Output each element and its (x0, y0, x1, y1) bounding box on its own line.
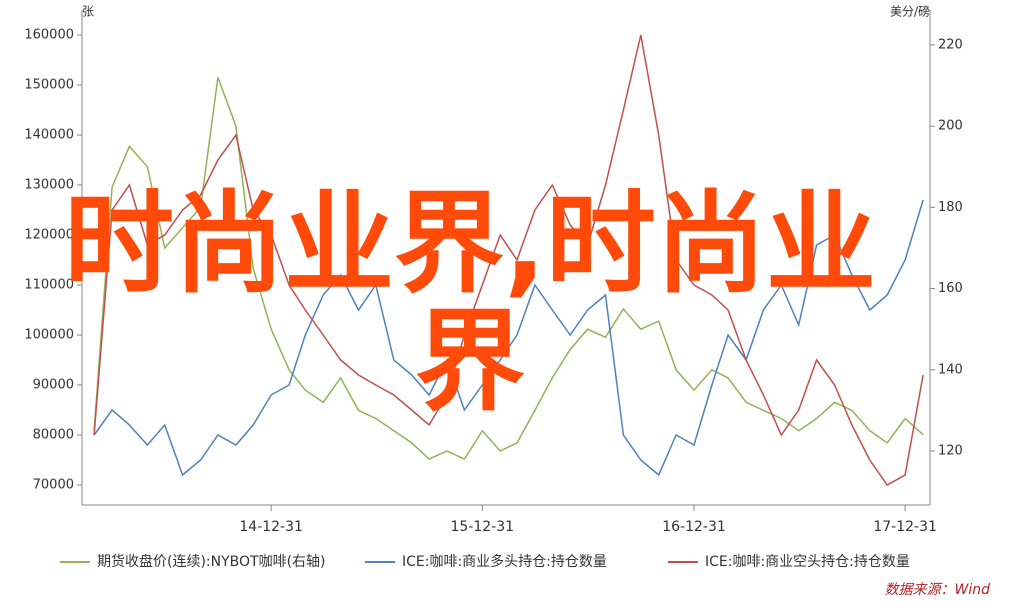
y2-tick-label: 120 (938, 443, 963, 458)
y2-axis-label: 美分/磅 (890, 4, 930, 19)
y-tick-label: 100000 (24, 328, 74, 343)
series-line (93, 77, 924, 461)
x-tick-label: 14-12-31 (239, 519, 303, 535)
x-tick-label: 16-12-31 (662, 519, 726, 535)
watermark: 时尚业界,时尚业界 (64, 180, 876, 426)
x-tick-label: 17-12-31 (873, 519, 937, 535)
legend-label: 期货收盘价(连续):NYBOT咖啡(右轴) (97, 553, 326, 570)
legend-label: ICE:咖啡:商业多头持仓:持仓数量 (402, 553, 607, 570)
y-tick-label: 160000 (24, 28, 74, 43)
y2-tick-label: 140 (938, 362, 963, 377)
y-tick-label: 120000 (24, 228, 74, 243)
series-line (93, 34, 924, 486)
legend-label: ICE:咖啡:商业空头持仓:持仓数量 (705, 554, 910, 570)
y-tick-label: 140000 (24, 128, 74, 143)
x-tick-label: 15-12-31 (451, 519, 515, 535)
y-tick-label: 150000 (24, 78, 74, 93)
y-tick-label: 80000 (33, 428, 74, 443)
y-tick-label: 110000 (24, 278, 74, 293)
series-line (93, 199, 924, 477)
source: 数据来源：Wind (885, 582, 991, 598)
y-tick-label: 70000 (33, 478, 74, 493)
y-tick-label: 90000 (33, 378, 74, 393)
y2-tick-label: 160 (938, 281, 963, 296)
y2-tick-label: 200 (938, 119, 963, 134)
y2-tick-label: 180 (938, 200, 963, 215)
y2-tick-label: 220 (938, 37, 963, 52)
y-axis-label: 张 (82, 5, 94, 19)
y-tick-label: 130000 (24, 178, 74, 193)
